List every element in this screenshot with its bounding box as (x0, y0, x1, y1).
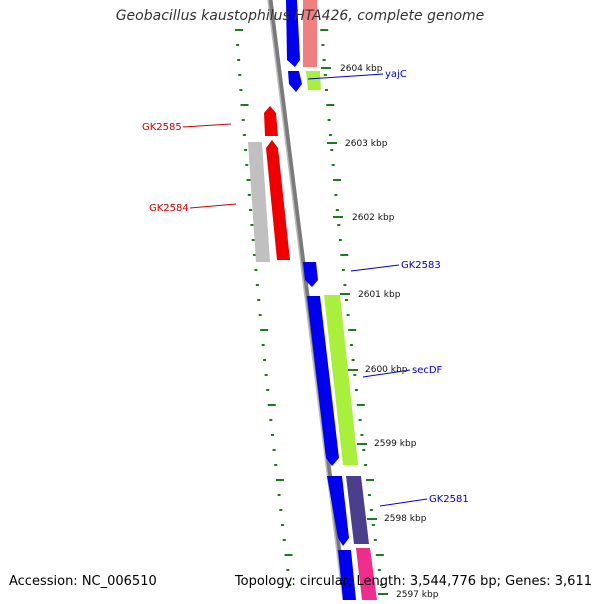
scale-label: 2602 kbp (352, 213, 395, 223)
scale-mark: 2602 kbp (333, 213, 395, 223)
scale-mark: 2600 kbp (348, 365, 408, 375)
gene-arrow-forward[interactable] (338, 550, 356, 600)
gene-label-group[interactable]: GK2581 (379, 494, 469, 507)
gene-label[interactable]: GK2581 (429, 494, 469, 505)
gene-label[interactable]: secDF (412, 365, 443, 376)
gene-arrow-forward[interactable] (303, 262, 318, 287)
scale-label: 2601 kbp (358, 290, 401, 300)
scale-label: 2597 kbp (396, 590, 439, 600)
scale-label: 2604 kbp (340, 64, 383, 74)
gene-block-slate[interactable] (346, 476, 369, 544)
scale-label: 2600 kbp (365, 365, 408, 375)
gene-arrow-reverse[interactable] (264, 106, 278, 136)
gene-block-pink[interactable] (303, 0, 317, 67)
outer-tick-row (320, 29, 384, 586)
scale-label: 2598 kbp (384, 514, 427, 524)
gene-label[interactable]: GK2585 (142, 122, 182, 133)
scale-mark: 2598 kbp (367, 514, 427, 524)
gene-arrow-forward[interactable] (288, 71, 302, 92)
map-title: Geobacillus kaustophilus HTA426, complet… (115, 8, 485, 24)
gene-features (248, 0, 377, 600)
gene-label[interactable]: GK2584 (149, 203, 189, 214)
backbone-highlight (267, 0, 344, 601)
gene-label-group[interactable]: secDF (362, 365, 443, 378)
gene-label[interactable]: yajC (385, 69, 407, 80)
scale-mark: 2597 kbp (378, 590, 439, 600)
scale-mark: 2601 kbp (340, 290, 401, 300)
gene-arrow-reverse[interactable] (266, 140, 290, 260)
gene-block-magenta[interactable] (356, 548, 377, 600)
scale-label: 2599 kbp (374, 439, 417, 449)
gene-label-group[interactable]: yajC (307, 69, 407, 80)
scale-label: 2603 kbp (345, 139, 388, 149)
gene-label-group[interactable]: GK2583 (350, 260, 441, 272)
scale-mark: 2599 kbp (357, 439, 417, 449)
gene-block-lime[interactable] (324, 295, 358, 465)
accession-text: Accession: NC_006510 (9, 574, 157, 589)
scale-mark: 2604 kbp (321, 64, 383, 74)
gene-block-lime[interactable] (306, 71, 321, 90)
scale-mark: 2603 kbp (327, 139, 388, 149)
gene-labels: yajC GK2585 GK2584 GK2583 secDF GK2581 (142, 69, 469, 507)
gene-block-gray[interactable] (248, 142, 270, 262)
scale-labels: 2604 kbp 2603 kbp 2602 kbp 2601 kbp 2600… (321, 64, 439, 600)
genome-summary-text: Topology: circular; Length: 3,544,776 bp… (234, 574, 592, 589)
gene-label-group[interactable]: GK2585 (142, 122, 232, 133)
gene-arrow-forward[interactable] (286, 0, 300, 67)
gene-arrow-forward[interactable] (327, 476, 349, 546)
gene-label[interactable]: GK2583 (401, 260, 441, 271)
gene-label-group[interactable]: GK2584 (149, 203, 237, 214)
gene-arrow-forward[interactable] (307, 296, 339, 466)
